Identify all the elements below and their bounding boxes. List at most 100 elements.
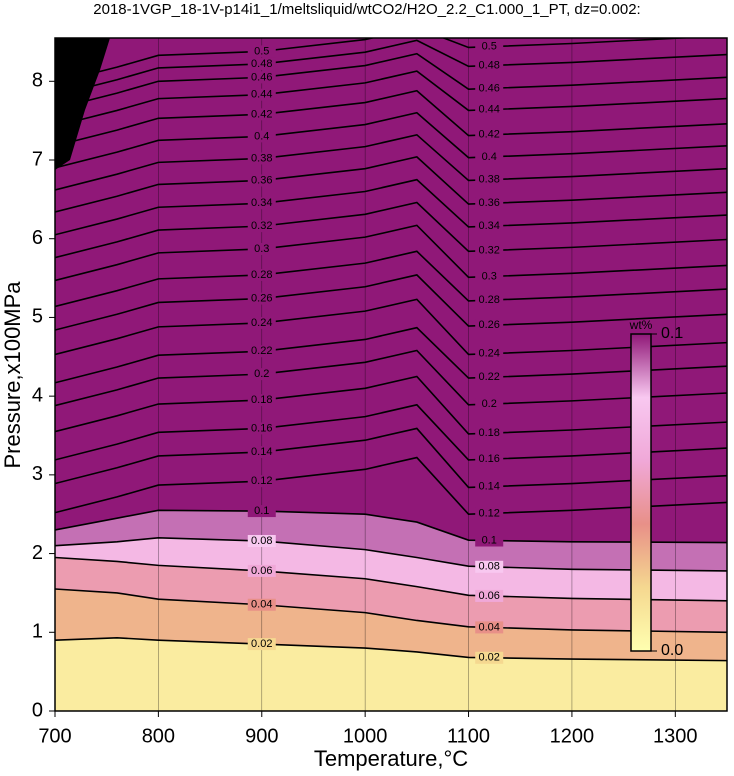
contour-label-bg	[247, 316, 276, 329]
contour-label: 0.16	[479, 453, 500, 465]
contour-label: 0.48	[251, 58, 272, 70]
contour-label-bg	[247, 505, 276, 518]
contour-label: 0.4	[254, 130, 269, 142]
contour-label-bg	[247, 220, 276, 233]
contour-label-bg	[475, 589, 504, 602]
contour-label-bg	[247, 152, 276, 165]
contour-label-bg	[475, 173, 504, 186]
contour-label: 0.24	[479, 348, 500, 360]
contour-label-bg	[475, 621, 504, 634]
y-tick-label: 8	[32, 70, 43, 92]
contour-line	[55, 456, 727, 516]
colorbar	[630, 333, 652, 652]
contour-label-bg	[247, 534, 276, 547]
contour-label: 0.38	[251, 152, 272, 164]
contour-label: 0.12	[251, 475, 272, 487]
contour-line	[55, 250, 727, 308]
contour-line	[55, 201, 727, 259]
contour-label: 0.44	[251, 89, 272, 101]
contour-label-bg	[475, 128, 504, 141]
contour-label-bg	[475, 507, 504, 520]
contour-line	[55, 556, 727, 602]
contour-label-bg	[475, 347, 504, 360]
contour-label: 0.26	[479, 319, 500, 331]
contour-label-bg	[475, 270, 504, 283]
y-tick-label: 0	[32, 699, 43, 721]
contour-label: 0.46	[479, 82, 500, 94]
contour-label-bg	[247, 564, 276, 577]
x-axis-label: Temperature,°C	[314, 746, 468, 771]
y-tick-label: 4	[32, 384, 43, 406]
contour-label: 0.08	[251, 535, 272, 547]
contour-label: 0.5	[482, 41, 497, 53]
contour-line	[55, 403, 727, 461]
contour-label-bg	[247, 88, 276, 101]
contour-label: 0.34	[251, 197, 272, 209]
contour-label-bg	[475, 40, 504, 53]
contour-label: 0.4	[482, 151, 497, 163]
contour-line	[55, 155, 727, 213]
contour-label-bg	[247, 598, 276, 611]
contour-label: 0.18	[479, 427, 500, 439]
y-tick-label: 1	[32, 621, 43, 643]
contour-line	[55, 537, 727, 572]
contour-label-bg	[475, 453, 504, 466]
plot-frame	[54, 37, 728, 712]
contour-label: 0.12	[479, 507, 500, 519]
colorbar-tick-label: 0.1	[661, 325, 683, 342]
contour-label: 0.36	[251, 174, 272, 186]
contour-label-bg	[475, 197, 504, 210]
contour-label-bg	[247, 108, 276, 121]
contour-label: 0.48	[479, 59, 500, 71]
contour-label-bg	[475, 371, 504, 384]
contour-line	[55, 52, 727, 110]
contour-label: 0.28	[479, 294, 500, 306]
contour-label: 0.24	[251, 317, 272, 329]
contour-label-bg	[475, 534, 504, 547]
contour-label: 0.22	[479, 371, 500, 383]
chart-title: 2018-1VGP_18-1V-p14i1_1/meltsliquid/wtCO…	[93, 1, 640, 18]
contour-line	[55, 298, 727, 356]
y-tick-label: 5	[32, 306, 43, 328]
contour-label-bg	[247, 242, 276, 255]
x-tick-label: 800	[142, 725, 175, 747]
contour-label: 0.14	[479, 481, 500, 493]
contour-label-bg	[247, 446, 276, 459]
contour-label-bg	[475, 82, 504, 95]
x-tick-label: 700	[38, 725, 71, 747]
contour-label-bg	[247, 130, 276, 143]
contour-label: 0.34	[479, 220, 500, 232]
contour-label: 0.26	[251, 292, 272, 304]
contour-label: 0.38	[479, 174, 500, 186]
contour-line	[55, 509, 727, 544]
contour-label-bg	[475, 319, 504, 332]
contour-label: 0.42	[479, 129, 500, 141]
contour-label: 0.32	[251, 220, 272, 232]
contour-label-bg	[475, 651, 504, 664]
contour-label: 0.04	[251, 599, 272, 611]
y-axis-label: Pressure,x100MPa	[0, 281, 25, 469]
contour-label-bg	[247, 394, 276, 407]
y-tick-label: 3	[32, 463, 43, 485]
contour-line	[55, 39, 727, 97]
contour-label: 0.08	[479, 561, 500, 573]
contour-line	[55, 111, 727, 169]
contour-label: 0.3	[482, 270, 497, 282]
contour-label-bg	[247, 197, 276, 210]
contour-label-bg	[475, 103, 504, 116]
contour-label-bg	[475, 427, 504, 440]
contour-label-bg	[475, 560, 504, 573]
x-tick-label: 1100	[447, 725, 490, 747]
contour-label: 0.28	[251, 269, 272, 281]
contour-line	[55, 89, 727, 147]
contour-label-bg	[475, 220, 504, 233]
contour-label-bg	[247, 57, 276, 70]
contour-label: 0.42	[251, 108, 272, 120]
y-tick-label: 6	[32, 227, 43, 249]
contour-label: 0.02	[479, 652, 500, 664]
contour-label: 0.2	[254, 368, 269, 380]
contour-label: 0.1	[254, 505, 269, 517]
contour-label: 0.16	[251, 422, 272, 434]
contour-label-bg	[475, 398, 504, 411]
